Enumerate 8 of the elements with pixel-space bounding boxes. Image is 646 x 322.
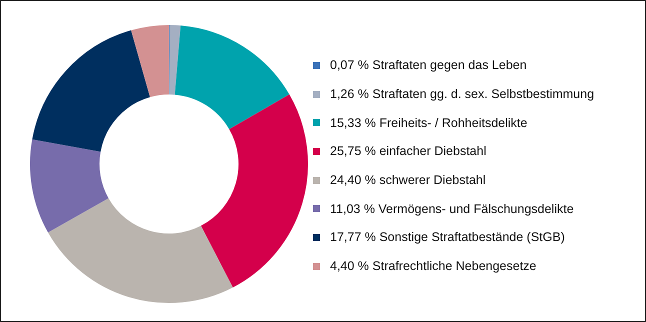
legend-label: 1,26 % Straftaten gg. d. sex. Selbstbestimmung: [330, 87, 594, 102]
legend-label: 24,40 % schwerer Diebstahl: [330, 173, 486, 188]
legend-label: 25,75 % einfacher Diebstahl: [330, 144, 486, 158]
legend-label: 4,40 % Strafrechtliche Nebengesetze: [330, 259, 536, 274]
legend-label: 17,77 % Sonstige Straftatbestände (StGB): [330, 230, 565, 244]
legend-label: 15,33 % Freiheits- / Rohheitsdelikte: [330, 116, 528, 130]
legend-label: 11,03 % Vermögens- und Fälschungsdelikte: [330, 202, 574, 216]
legend-label: 0,07 % Straftaten gegen das Leben: [330, 58, 527, 72]
